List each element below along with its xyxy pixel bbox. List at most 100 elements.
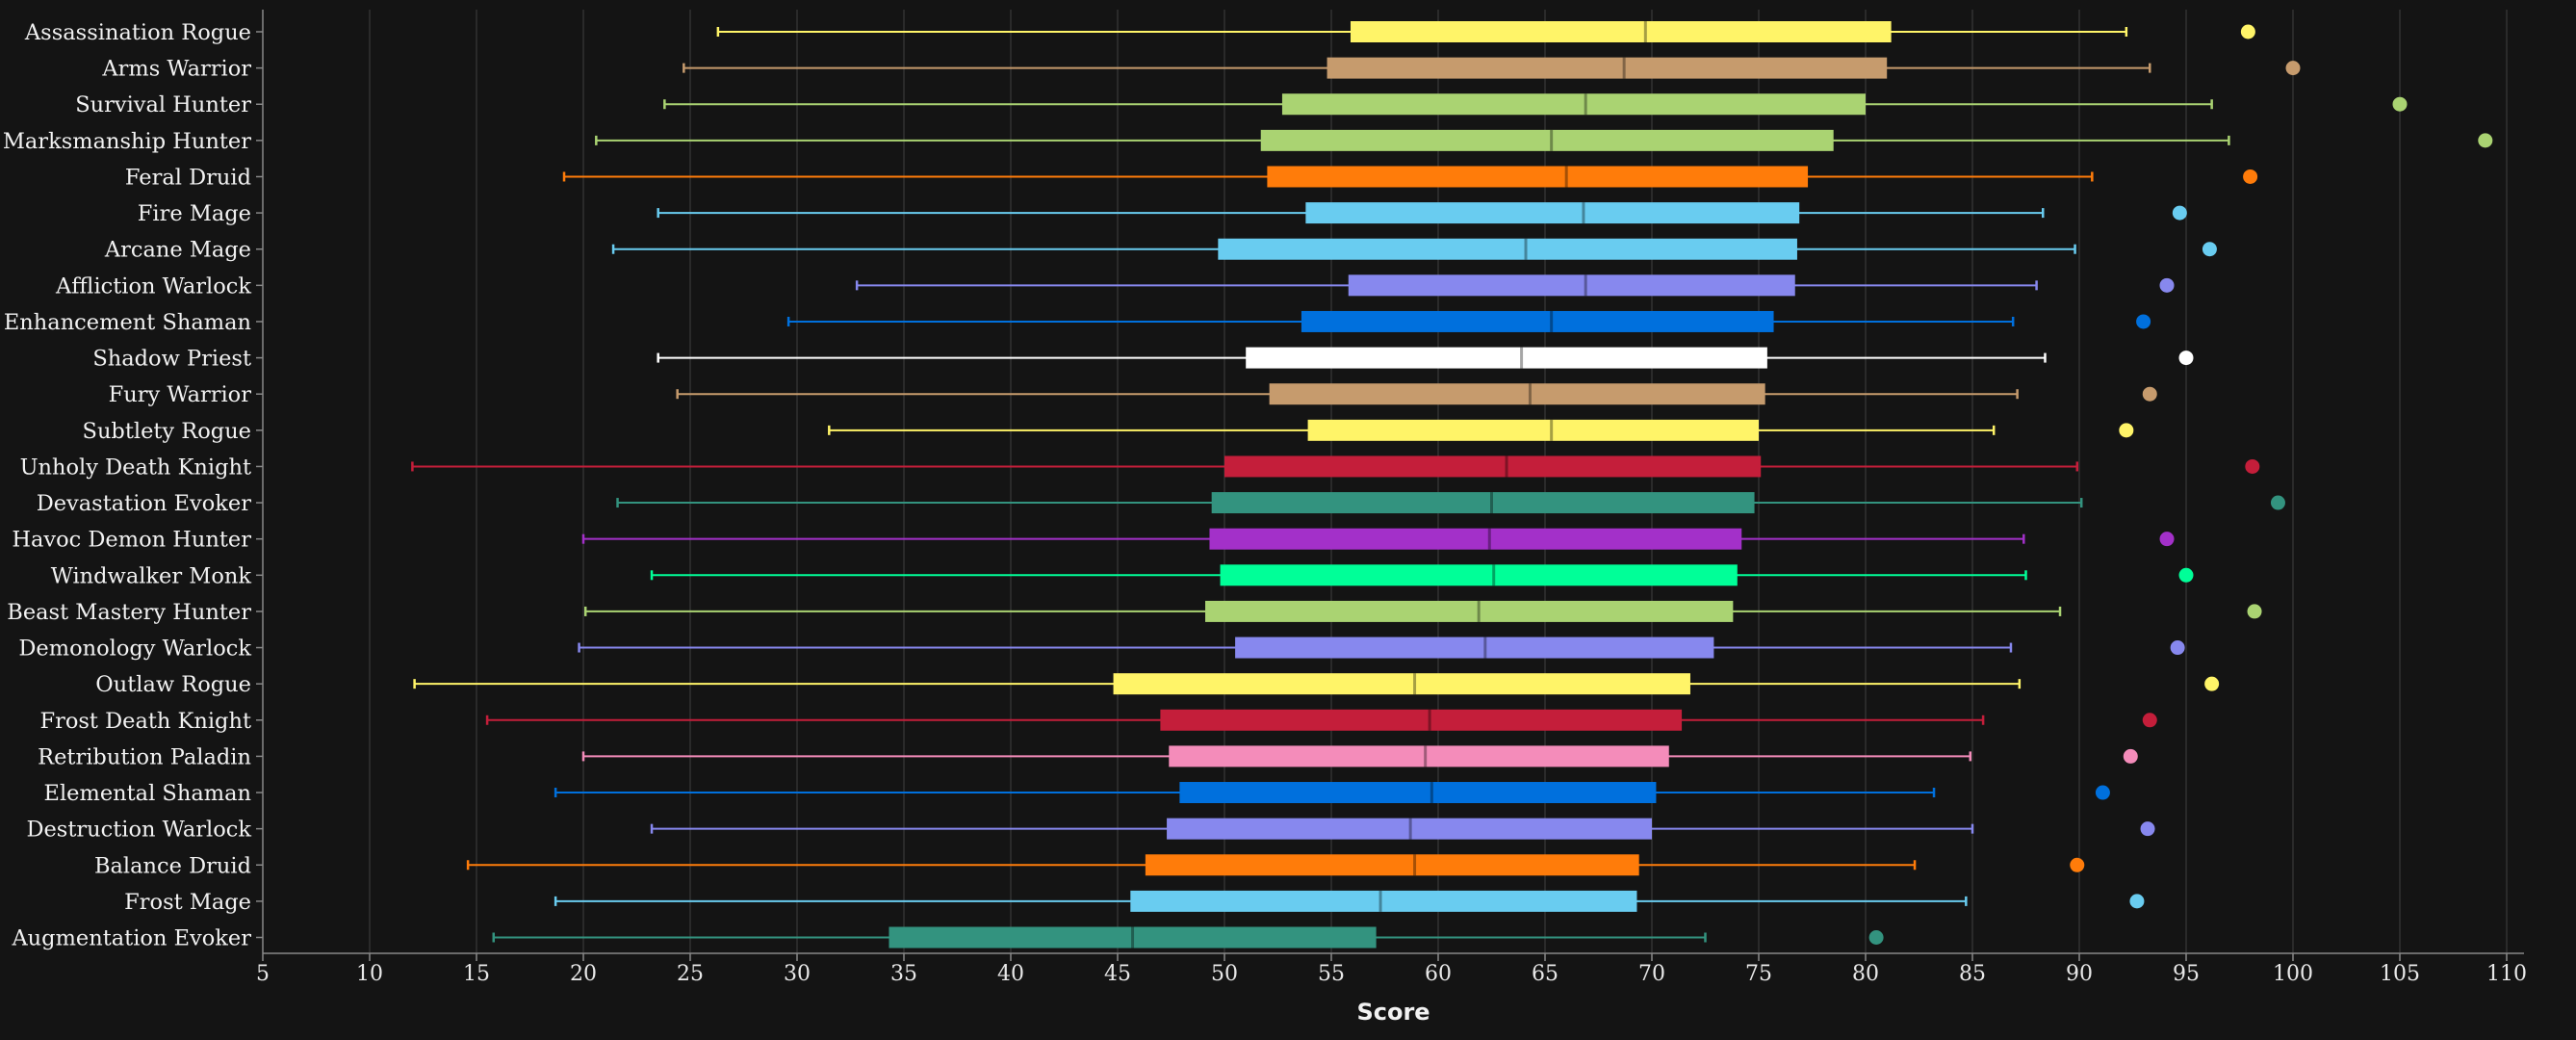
x-tick-label: 75: [1745, 962, 1772, 986]
iqr-box: [1179, 782, 1657, 804]
axes: 5 10 15 20 25 30 35 40 45 50 55 60 65 70 75 80 85 90 95 100…: [256, 10, 2527, 986]
x-tick-label: 40: [997, 962, 1024, 986]
outlier-point: [2070, 857, 2085, 872]
box-row: Survival Hunter: [75, 92, 2408, 117]
x-tick-label: 110: [2486, 962, 2527, 986]
iqr-box: [1281, 93, 1866, 116]
iqr-box: [1348, 274, 1795, 297]
outlier-point: [2119, 423, 2134, 438]
category-label: Subtlety Rogue: [83, 419, 251, 444]
x-tick-label: 5: [256, 962, 270, 986]
box-row: Outlaw Rogue: [95, 672, 2220, 697]
outlier-point: [2178, 351, 2194, 366]
category-label: Frost Death Knight: [39, 709, 251, 734]
category-label: Demonology Warlock: [18, 637, 251, 662]
x-tick-label: 65: [1532, 962, 1558, 986]
iqr-box: [1224, 455, 1762, 478]
x-tick-label: 20: [570, 962, 597, 986]
iqr-box: [1205, 600, 1734, 622]
outlier-point: [2270, 495, 2285, 510]
x-tick-label: 50: [1211, 962, 1238, 986]
x-tick-label: 10: [356, 962, 383, 986]
category-label: Shadow Priest: [92, 347, 251, 372]
x-tick-label: 45: [1104, 962, 1131, 986]
category-label: Beast Mastery Hunter: [7, 600, 251, 625]
iqr-box: [889, 926, 1377, 949]
category-label: Feral Druid: [125, 165, 251, 190]
outlier-point: [2123, 748, 2138, 764]
outlier-point: [2142, 713, 2157, 728]
outlier-point: [2285, 61, 2301, 76]
x-tick-label: 35: [890, 962, 917, 986]
iqr-box: [1305, 202, 1800, 224]
iqr-box: [1307, 419, 1759, 441]
category-label: Survival Hunter: [75, 92, 251, 117]
box-row: Arms Warrior: [101, 57, 2301, 82]
category-label: Destruction Warlock: [26, 818, 251, 843]
iqr-box: [1350, 21, 1892, 42]
iqr-box: [1218, 238, 1797, 260]
box-row: Destruction Warlock: [26, 818, 2155, 843]
iqr-box: [1246, 347, 1767, 369]
box-row: Affliction Warlock: [55, 273, 2175, 299]
x-tick-label: 30: [784, 962, 811, 986]
box-row: Balance Druid: [94, 853, 2085, 878]
outlier-point: [2159, 277, 2175, 293]
x-tick-label: 25: [677, 962, 704, 986]
box-row: Fire Mage: [138, 201, 2187, 226]
x-tick-label: 90: [2066, 962, 2093, 986]
box-row: Assassination Rogue: [24, 20, 2255, 45]
outlier-point: [2159, 532, 2175, 547]
iqr-box: [1260, 129, 1834, 151]
outlier-point: [1868, 930, 1884, 945]
outlier-point: [2245, 458, 2260, 474]
category-label: Windwalker Monk: [51, 563, 252, 588]
category-label: Balance Druid: [94, 853, 251, 878]
category-label: Elemental Shaman: [44, 781, 251, 806]
box-row: Havoc Demon Hunter: [12, 528, 2175, 553]
category-label: Fire Mage: [138, 201, 251, 226]
box-row: Arcane Mage: [104, 238, 2217, 263]
iqr-box: [1211, 492, 1755, 514]
category-label: Devastation Evoker: [37, 491, 252, 516]
box-row: Marksmanship Hunter: [3, 129, 2493, 154]
box-row: Enhancement Shaman: [4, 310, 2151, 335]
iqr-box: [1160, 709, 1683, 731]
outlier-point: [2202, 242, 2217, 257]
outlier-point: [2247, 604, 2262, 619]
iqr-box: [1301, 310, 1774, 332]
category-label: Augmentation Evoker: [11, 926, 251, 951]
iqr-box: [1327, 57, 1888, 79]
box-row: Devastation Evoker: [37, 491, 2285, 516]
x-tick-label: 100: [2273, 962, 2313, 986]
outlier-point: [2178, 567, 2194, 583]
x-tick-label: 55: [1318, 962, 1345, 986]
category-label: Assassination Rogue: [24, 20, 251, 45]
box-row: Fury Warrior: [109, 382, 2157, 407]
x-axis-title: Score: [1356, 999, 1430, 1026]
category-label: Havoc Demon Hunter: [12, 528, 251, 553]
category-label: Unholy Death Knight: [20, 455, 251, 480]
iqr-box: [1145, 854, 1639, 876]
outlier-point: [2478, 133, 2493, 148]
outlier-point: [2172, 205, 2187, 221]
category-label: Marksmanship Hunter: [3, 129, 251, 154]
outlier-point: [2140, 821, 2155, 837]
outlier-point: [2243, 169, 2258, 184]
iqr-box: [1113, 673, 1690, 695]
category-label: Outlaw Rogue: [95, 672, 251, 697]
box-row: Retribution Paladin: [38, 744, 2138, 769]
iqr-box: [1269, 383, 1765, 405]
x-tick-label: 85: [1959, 962, 1986, 986]
outlier-point: [2095, 785, 2110, 800]
iqr-box: [1235, 637, 1714, 659]
box-row: Elemental Shaman: [44, 781, 2110, 806]
outlier-point: [2240, 24, 2255, 39]
category-label: Affliction Warlock: [55, 273, 251, 299]
x-tick-label: 80: [1852, 962, 1879, 986]
plot-area: Assassination Rogue Arms Warrior Survival …: [3, 20, 2493, 951]
x-tick-label: 60: [1425, 962, 1452, 986]
box-row: Windwalker Monk: [51, 563, 2194, 588]
x-tick-label: 15: [463, 962, 490, 986]
